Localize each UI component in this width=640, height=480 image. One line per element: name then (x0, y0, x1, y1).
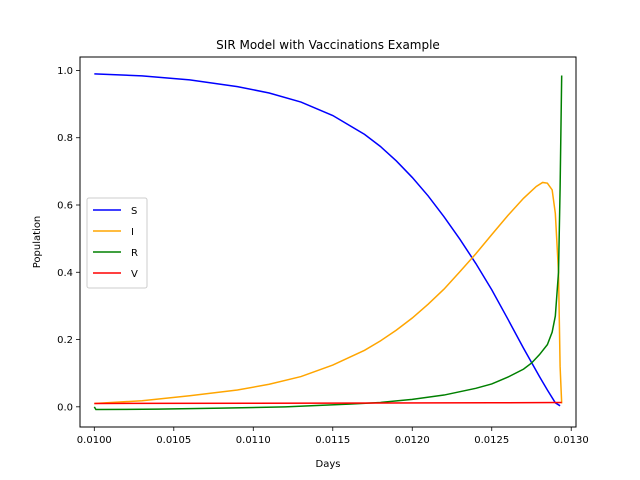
legend-label-s: S (131, 206, 137, 217)
series-line-i (94, 181, 563, 405)
plot-area-frame (79, 56, 577, 428)
y-tick-label: 0.0 (57, 402, 73, 413)
y-tick-label: 0.6 (57, 201, 73, 212)
x-tick-label: 0.0100 (77, 435, 112, 446)
y-tick-label: 0.8 (57, 133, 73, 144)
y-tick-label: 0.2 (57, 335, 73, 346)
y-axis-label: Population (32, 216, 43, 269)
x-axis-label: Days (316, 459, 341, 470)
x-tick-label: 0.0105 (156, 435, 191, 446)
legend-label-i: I (131, 227, 134, 238)
x-tick-label: 0.0115 (315, 435, 350, 446)
x-tick-label: 0.0120 (395, 435, 430, 446)
series-line-v (94, 401, 562, 405)
legend-label-r: R (131, 248, 138, 259)
legend-label-v: V (131, 269, 138, 280)
x-tick-label: 0.0130 (554, 435, 589, 446)
legend-frame (86, 197, 148, 289)
y-tick-label: 0.4 (57, 268, 73, 279)
series-line-r (93, 75, 563, 411)
x-tick-label: 0.0110 (236, 435, 271, 446)
x-tick-label: 0.0125 (474, 435, 509, 446)
series-line-s (94, 73, 561, 407)
chart-title: SIR Model with Vaccinations Example (216, 38, 440, 52)
y-tick-label: 1.0 (57, 66, 73, 77)
